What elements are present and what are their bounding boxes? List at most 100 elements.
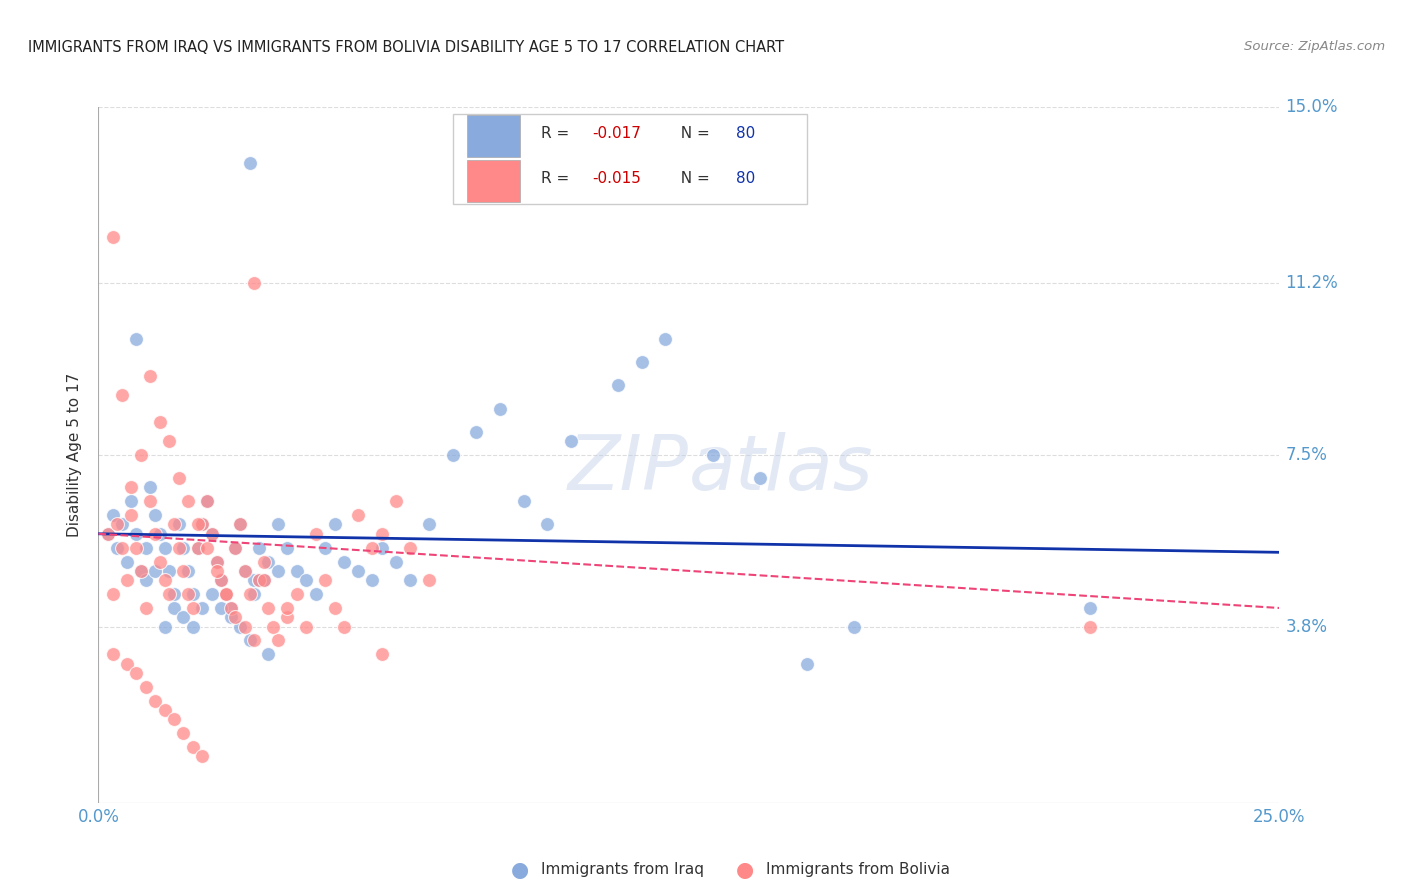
Point [385,494,408,508]
Point [276,541,298,555]
Point [399,573,422,587]
Point [253,573,276,587]
Text: 80: 80 [737,171,755,186]
Point [215,587,238,601]
Point [125,332,148,346]
Point [361,541,384,555]
Point [295,619,318,633]
Point [607,378,630,392]
Point [239,155,262,169]
Point [143,508,166,523]
Point [101,587,124,601]
Point [243,633,266,648]
Point [536,517,558,532]
Point [172,610,194,624]
Point [101,230,124,244]
Point [195,494,218,508]
Point [347,564,370,578]
Point [121,508,143,523]
Point [167,541,190,555]
Point [262,619,284,633]
Point [219,601,242,615]
Point [187,541,209,555]
Point [163,712,186,726]
Point [121,494,143,508]
Point [201,587,224,601]
Point [215,587,238,601]
Point [153,541,176,555]
Point [247,541,270,555]
Point [181,619,204,633]
Point [253,555,276,569]
Point [167,471,190,485]
Bar [467,161,520,202]
Text: Immigrants from Bolivia: Immigrants from Bolivia [766,863,950,877]
Point [385,555,408,569]
Point [243,573,266,587]
Y-axis label: Disability Age 5 to 17: Disability Age 5 to 17 [67,373,83,537]
Point [205,564,228,578]
Point [205,555,228,569]
Point [97,526,120,541]
Point [177,564,200,578]
Point [243,587,266,601]
Point [654,332,676,346]
Point [253,573,276,587]
Point [224,541,246,555]
Text: Source: ZipAtlas.com: Source: ZipAtlas.com [1244,40,1385,54]
Point [191,517,214,532]
Point [129,564,152,578]
Point [285,587,308,601]
Point [489,401,512,416]
Point [181,587,204,601]
Point [101,508,124,523]
Point [201,526,224,541]
Point [191,517,214,532]
Point [239,587,262,601]
Point [305,526,328,541]
Point [257,555,280,569]
FancyBboxPatch shape [453,114,807,204]
Text: 7.5%: 7.5% [1285,446,1327,464]
Point [209,573,232,587]
Text: 3.8%: 3.8% [1285,617,1327,635]
Point [172,564,194,578]
Point [239,633,262,648]
Point [135,601,157,615]
Point [247,573,270,587]
Point [201,526,224,541]
Point [143,564,166,578]
Text: 80: 80 [737,127,755,141]
Point [233,564,256,578]
Point [129,448,152,462]
Point [163,587,186,601]
Point [187,517,209,532]
Point [135,573,157,587]
Point [139,369,162,384]
Point [371,526,394,541]
Point [153,703,176,717]
Point [195,541,218,555]
Point [143,694,166,708]
Point [276,610,298,624]
Point [233,619,256,633]
Point [153,619,176,633]
Point [163,601,186,615]
Point [229,517,252,532]
Point [121,480,143,494]
Point [177,587,200,601]
Point [224,610,246,624]
Point [267,633,290,648]
Point [101,648,124,662]
Text: ZIP: ZIP [568,432,689,506]
Point [181,601,204,615]
Text: ●: ● [512,860,529,880]
Point [630,355,652,369]
Point [305,587,328,601]
Point [247,573,270,587]
Point [323,517,346,532]
Point [285,564,308,578]
Point [115,573,138,587]
Point [748,471,770,485]
Point [229,517,252,532]
